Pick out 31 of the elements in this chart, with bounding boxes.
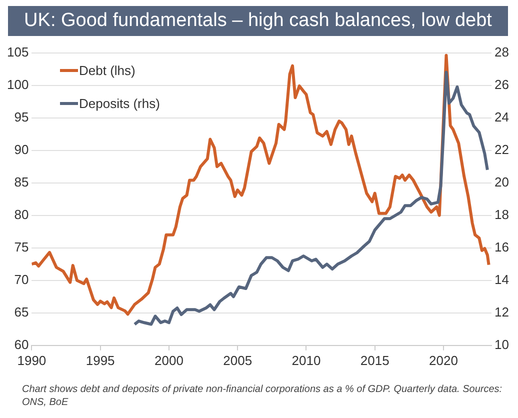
y-tick-label: 80 (14, 206, 29, 222)
x-tick-label: 2000 (154, 352, 184, 368)
y2-tick-label: 26 (494, 76, 510, 92)
x-tick-label: 1990 (17, 352, 46, 368)
y-tick-label: 90 (14, 142, 29, 157)
y2-tick-label: 20 (494, 174, 510, 190)
x-tick-label: 2010 (292, 352, 321, 368)
x-tick-label: 2020 (429, 352, 458, 368)
chart-title: UK: Good fundamentals – high cash balances, low debt (8, 6, 508, 36)
y-tick-label: 75 (14, 239, 29, 254)
y-tick-label: 95 (14, 109, 29, 124)
y-tick-label: 65 (14, 304, 29, 320)
y2-tick-label: 16 (494, 239, 510, 254)
legend-label: Debt (lhs) (79, 63, 136, 78)
x-tick-label: 2005 (223, 352, 252, 368)
text: Chart shows debt and deposits of private non-financial corporations as a % of GDP. Quarterly data. Sources: ONS, BoE (22, 383, 504, 409)
x-tick-label: 2015 (360, 352, 390, 368)
y-tick-label: 60 (14, 336, 29, 352)
y2-tick-label: 10 (494, 336, 510, 352)
y-tick-label: 85 (14, 174, 29, 190)
y2-tick-label: 24 (494, 109, 510, 124)
y2-tick-label: 28 (494, 44, 510, 60)
y-tick-label: 105 (6, 44, 29, 60)
y-tick-label: 100 (6, 76, 29, 92)
y2-tick-label: 14 (494, 272, 510, 287)
y-tick-label: 70 (14, 272, 29, 287)
legend-label: Deposits (rhs) (79, 96, 160, 111)
y2-tick-label: 12 (494, 304, 510, 320)
y2-tick-label: 22 (494, 142, 510, 157)
x-tick-label: 1995 (86, 352, 115, 368)
y2-tick-label: 18 (494, 206, 510, 222)
